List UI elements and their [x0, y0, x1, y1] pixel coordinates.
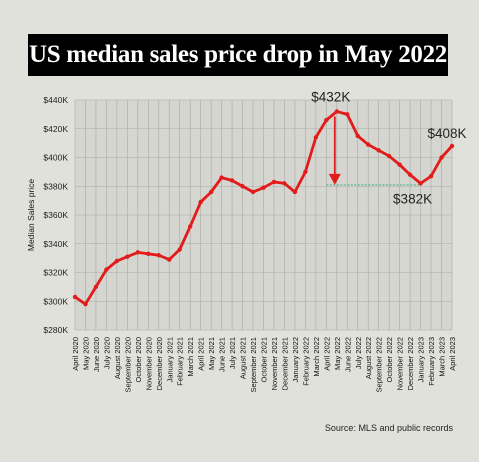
- data-point: [282, 181, 287, 186]
- x-tick-label: August 2022: [364, 337, 373, 379]
- data-point: [93, 284, 99, 290]
- x-tick-label: December 2022: [406, 337, 415, 390]
- x-tick-label: January 2021: [165, 337, 174, 382]
- x-tick-label: January 2022: [291, 337, 300, 382]
- y-tick-label: $300K: [43, 296, 68, 306]
- data-point: [324, 117, 329, 123]
- y-tick-label: $280K: [43, 325, 68, 335]
- x-tick-label: March 2022: [312, 337, 321, 377]
- x-tick-label: May 2022: [333, 337, 342, 370]
- data-point: [407, 172, 413, 177]
- data-point: [146, 251, 151, 257]
- data-point: [292, 189, 298, 195]
- x-tick-label: November 2022: [396, 337, 405, 390]
- y-tick-label: $420K: [43, 124, 68, 134]
- x-tick-label: December 2020: [155, 337, 164, 390]
- data-point: [208, 189, 214, 195]
- annotation-label: $382K: [393, 191, 432, 206]
- x-tick-label: February 2021: [176, 337, 185, 386]
- data-point: [439, 155, 444, 160]
- x-tick-label: December 2021: [280, 337, 289, 390]
- x-tick-label: February 2023: [427, 337, 436, 386]
- x-tick-label: July 2021: [228, 337, 237, 369]
- data-point: [250, 189, 256, 195]
- x-tick-label: February 2022: [301, 337, 310, 386]
- x-tick-label: August 2021: [239, 337, 248, 379]
- data-point: [345, 112, 350, 117]
- data-point: [449, 143, 455, 149]
- x-tick-label: January 2023: [417, 337, 426, 382]
- x-tick-label: July 2020: [102, 337, 111, 369]
- annotation-label: $432K: [311, 90, 350, 105]
- data-point: [240, 184, 245, 189]
- x-tick-label: September 2022: [375, 337, 384, 392]
- data-point: [177, 247, 182, 252]
- source-note: Source: MLS and public records: [324, 423, 453, 433]
- data-point: [167, 257, 172, 262]
- y-tick-label: $320K: [43, 268, 68, 278]
- x-tick-label: August 2020: [113, 337, 122, 379]
- y-tick-label: $440K: [43, 95, 68, 105]
- data-point: [114, 258, 120, 264]
- data-point: [303, 169, 308, 175]
- data-point: [261, 185, 266, 190]
- drop-arrow-head: [328, 173, 341, 185]
- x-tick-label: October 2020: [134, 337, 143, 382]
- y-tick-label: $400K: [43, 153, 68, 163]
- chart-title: US median sales price drop in May 2022: [28, 41, 448, 68]
- data-point: [229, 178, 235, 183]
- data-point: [428, 173, 434, 179]
- title-bar: US median sales price drop in May 2022: [28, 34, 448, 76]
- data-point: [271, 179, 277, 185]
- x-tick-label: September 2020: [123, 337, 132, 392]
- x-tick-label: April 2022: [322, 337, 331, 371]
- data-point: [198, 199, 203, 205]
- x-tick-label: April 2021: [197, 337, 206, 371]
- data-point: [366, 142, 371, 147]
- data-point: [104, 267, 109, 272]
- x-tick-label: October 2022: [385, 337, 394, 382]
- y-axis-title: Median Sales price: [26, 179, 36, 252]
- x-tick-label: November 2021: [270, 337, 279, 390]
- data-point: [156, 253, 161, 258]
- data-point: [135, 250, 141, 255]
- x-tick-label: April 2020: [71, 337, 80, 371]
- data-point: [355, 133, 360, 139]
- x-tick-label: May 2020: [81, 337, 90, 370]
- x-tick-label: June 2022: [343, 337, 352, 372]
- x-tick-label: October 2021: [260, 337, 269, 382]
- data-point: [72, 294, 78, 300]
- data-point: [418, 181, 423, 186]
- x-tick-label: June 2020: [92, 337, 101, 372]
- y-tick-label: $380K: [43, 181, 68, 191]
- y-tick-label: $360K: [43, 210, 68, 220]
- x-tick-label: May 2021: [207, 337, 216, 370]
- x-tick-label: March 2021: [186, 337, 195, 377]
- annotation-label: $408K: [427, 126, 466, 141]
- data-point: [187, 224, 193, 229]
- data-point: [397, 162, 402, 167]
- x-tick-label: April 2023: [448, 337, 457, 371]
- data-point: [376, 148, 381, 153]
- x-tick-label: June 2021: [218, 337, 227, 372]
- data-point: [386, 153, 392, 159]
- data-point: [219, 175, 224, 180]
- data-point: [125, 254, 130, 259]
- data-point: [313, 135, 319, 140]
- x-tick-label: November 2020: [144, 337, 153, 390]
- data-point: [334, 109, 340, 114]
- y-tick-label: $340K: [43, 239, 68, 249]
- data-point: [83, 301, 88, 307]
- x-tick-label: September 2021: [249, 337, 258, 392]
- x-tick-label: March 2023: [438, 337, 447, 377]
- x-tick-label: July 2022: [354, 337, 363, 369]
